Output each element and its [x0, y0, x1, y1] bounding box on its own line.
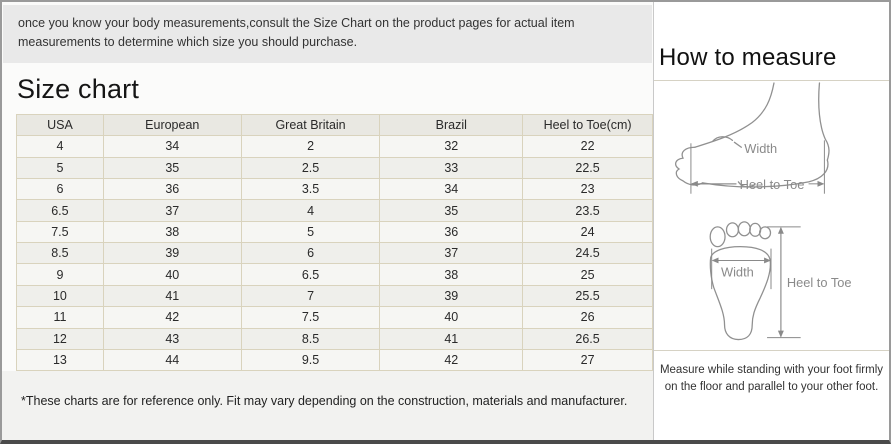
- cell-great-britain: 2: [240, 135, 381, 158]
- size-chart-title: Size chart: [17, 73, 140, 104]
- measure-instruction-text: Measure while standing with your foot fi…: [659, 364, 884, 393]
- cell-great-britain: 3.5: [240, 177, 381, 201]
- cell-heel-to-toe: 25.5: [522, 284, 653, 308]
- cell-usa: 12: [16, 327, 104, 351]
- cell-heel-to-toe: 23.5: [522, 199, 653, 222]
- cell-brazil: 32: [379, 135, 524, 158]
- cell-great-britain: 5: [240, 220, 381, 244]
- size-conversion-table: USA European Great Britain Brazil Heel t…: [16, 113, 653, 372]
- cell-great-britain: 6: [240, 242, 381, 265]
- cell-heel-to-toe: 26: [522, 306, 653, 329]
- table-row: 6.5 37 4 35 23.5: [16, 199, 653, 222]
- col-header-european: European: [102, 113, 242, 137]
- cell-usa: 13: [16, 349, 104, 372]
- cell-heel-to-toe: 24.5: [522, 242, 653, 265]
- cell-european: 41: [102, 284, 242, 308]
- cell-brazil: 42: [379, 349, 524, 372]
- table-row: 4 34 2 32 22: [16, 135, 653, 158]
- cell-brazil: 40: [379, 306, 524, 329]
- foot-sole-view-diagram: Width Heel to Toe: [709, 220, 852, 340]
- sole-width-label: Width: [721, 264, 754, 279]
- cell-usa: 8.5: [16, 242, 104, 265]
- cell-great-britain: 8.5: [240, 327, 381, 351]
- table-row: 9 40 6.5 38 25: [16, 263, 653, 286]
- cell-brazil: 39: [379, 284, 524, 308]
- table-row: 6 36 3.5 34 23: [16, 177, 653, 201]
- cell-brazil: 35: [379, 199, 524, 222]
- cell-heel-to-toe: 23: [522, 177, 653, 201]
- cell-european: 37: [102, 199, 242, 222]
- cell-usa: 7.5: [16, 220, 104, 244]
- cell-usa: 4: [16, 135, 104, 158]
- cell-great-britain: 7: [240, 284, 381, 308]
- table-row: 11 42 7.5 40 26: [16, 306, 653, 329]
- col-header-usa: USA: [16, 113, 104, 137]
- cell-european: 36: [102, 177, 242, 201]
- cell-great-britain: 9.5: [240, 349, 381, 372]
- cell-european: 43: [102, 327, 242, 351]
- cell-usa: 11: [16, 306, 104, 329]
- cell-european: 39: [102, 242, 242, 265]
- col-header-great-britain: Great Britain: [240, 113, 381, 137]
- cell-european: 44: [102, 349, 242, 372]
- cell-brazil: 36: [379, 220, 524, 244]
- cell-heel-to-toe: 25: [522, 263, 653, 286]
- how-to-measure-section: How to measure: [654, 2, 889, 440]
- cell-great-britain: 4: [240, 199, 381, 222]
- cell-usa: 10: [16, 284, 104, 308]
- measure-diagrams: Width Heel to Toe: [654, 81, 889, 351]
- cell-brazil: 34: [379, 177, 524, 201]
- cell-heel-to-toe: 22.5: [522, 156, 653, 179]
- table-row: 7.5 38 5 36 24: [16, 220, 653, 244]
- col-header-heel-to-toe: Heel to Toe(cm): [522, 113, 653, 137]
- cell-brazil: 41: [379, 327, 524, 351]
- reference-footnote: *These charts are for reference only. Fi…: [2, 371, 653, 440]
- cell-european: 34: [102, 135, 242, 158]
- cell-heel-to-toe: 27: [522, 349, 653, 372]
- side-heel-to-toe-label: Heel to Toe: [740, 177, 805, 192]
- cell-usa: 9: [16, 263, 104, 286]
- cell-heel-to-toe: 22: [522, 135, 653, 158]
- size-chart-section: once you know your body measurements,con…: [2, 2, 654, 440]
- cell-usa: 6.5: [16, 199, 104, 222]
- cell-heel-to-toe: 24: [522, 220, 653, 244]
- table-row: 8.5 39 6 37 24.5: [16, 242, 653, 265]
- table-row: 5 35 2.5 33 22.5: [16, 156, 653, 179]
- cell-heel-to-toe: 26.5: [522, 327, 653, 351]
- table-row: 13 44 9.5 42 27: [16, 349, 653, 372]
- cell-european: 40: [102, 263, 242, 286]
- how-to-measure-title: How to measure: [654, 5, 889, 81]
- cell-brazil: 38: [379, 263, 524, 286]
- cell-european: 35: [102, 156, 242, 179]
- cell-european: 38: [102, 220, 242, 244]
- cell-european: 42: [102, 306, 242, 329]
- cell-great-britain: 2.5: [240, 156, 381, 179]
- table-header-row: USA European Great Britain Brazil Heel t…: [16, 113, 653, 137]
- side-width-label: Width: [744, 141, 777, 156]
- cell-usa: 6: [16, 177, 104, 201]
- cell-brazil: 33: [379, 156, 524, 179]
- col-header-brazil: Brazil: [379, 113, 524, 137]
- foot-side-view-diagram: Width Heel to Toe: [674, 82, 830, 194]
- cell-brazil: 37: [379, 242, 524, 265]
- intro-text: once you know your body measurements,con…: [3, 5, 652, 63]
- table-row: 12 43 8.5 41 26.5: [16, 327, 653, 351]
- cell-great-britain: 7.5: [240, 306, 381, 329]
- cell-usa: 5: [16, 156, 104, 179]
- cell-great-britain: 6.5: [240, 263, 381, 286]
- table-row: 10 41 7 39 25.5: [16, 284, 653, 308]
- sole-heel-to-toe-label: Heel to Toe: [787, 275, 852, 290]
